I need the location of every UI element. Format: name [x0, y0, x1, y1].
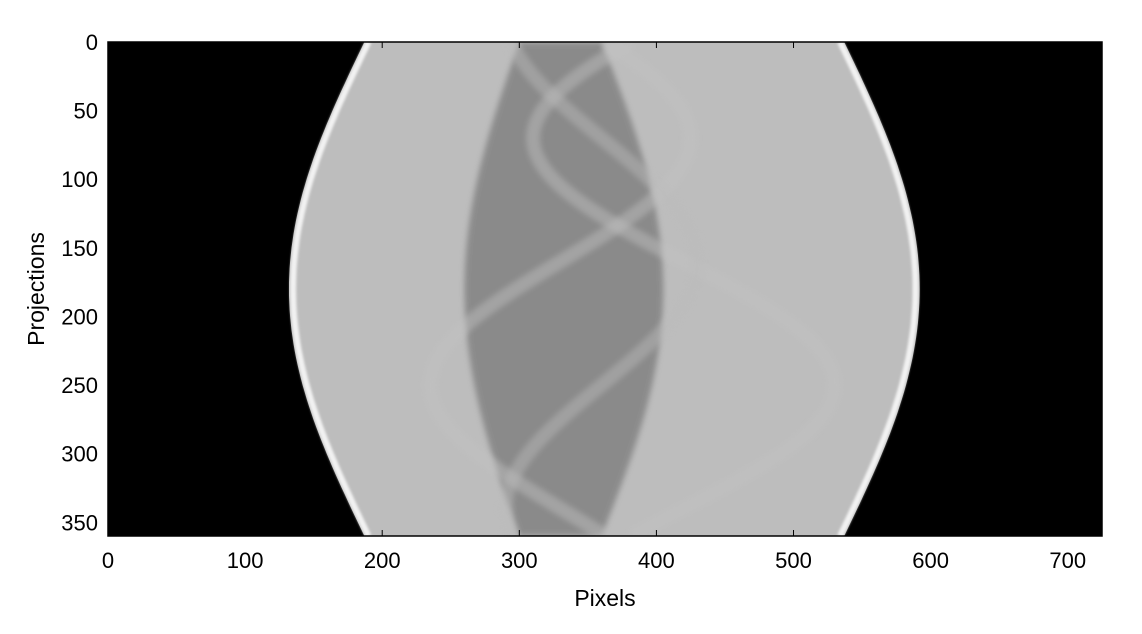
plot-area	[107, 41, 1103, 537]
x-axis: 0 100 200 300 400 500 600 700	[102, 42, 1086, 573]
x-tick-label: 500	[775, 548, 812, 573]
x-tick-label: 0	[102, 548, 114, 573]
sinogram-trace-1	[423, 42, 698, 536]
y-tick-label: 350	[61, 510, 98, 535]
y-tick-label: 300	[61, 442, 98, 467]
plot-frame	[107, 41, 1103, 537]
y-tick-label: 0	[86, 30, 98, 55]
x-tick-label: 300	[501, 548, 538, 573]
y-axis-label: Projections	[23, 232, 49, 346]
outer-left-edge	[290, 42, 372, 536]
y-tick-label: 100	[61, 167, 98, 192]
x-tick-label: 100	[227, 548, 264, 573]
x-tick-label: 200	[364, 548, 401, 573]
y-tick-label: 50	[74, 99, 98, 124]
dense-core-region	[464, 42, 664, 536]
x-tick-label: 600	[912, 548, 949, 573]
y-axis: 0 50 100 150 200 250 300 350	[61, 30, 1102, 535]
y-tick-label: 150	[61, 236, 98, 261]
x-axis-label: Pixels	[574, 585, 635, 611]
x-tick-label: 400	[638, 548, 675, 573]
x-tick-label: 700	[1049, 548, 1086, 573]
y-tick-label: 200	[61, 304, 98, 329]
outer-right-edge	[837, 42, 919, 536]
sinogram-trace-2	[525, 42, 842, 536]
y-tick-label: 250	[61, 373, 98, 398]
sinogram-image	[289, 42, 920, 536]
sinogram-trace-3	[498, 42, 705, 536]
